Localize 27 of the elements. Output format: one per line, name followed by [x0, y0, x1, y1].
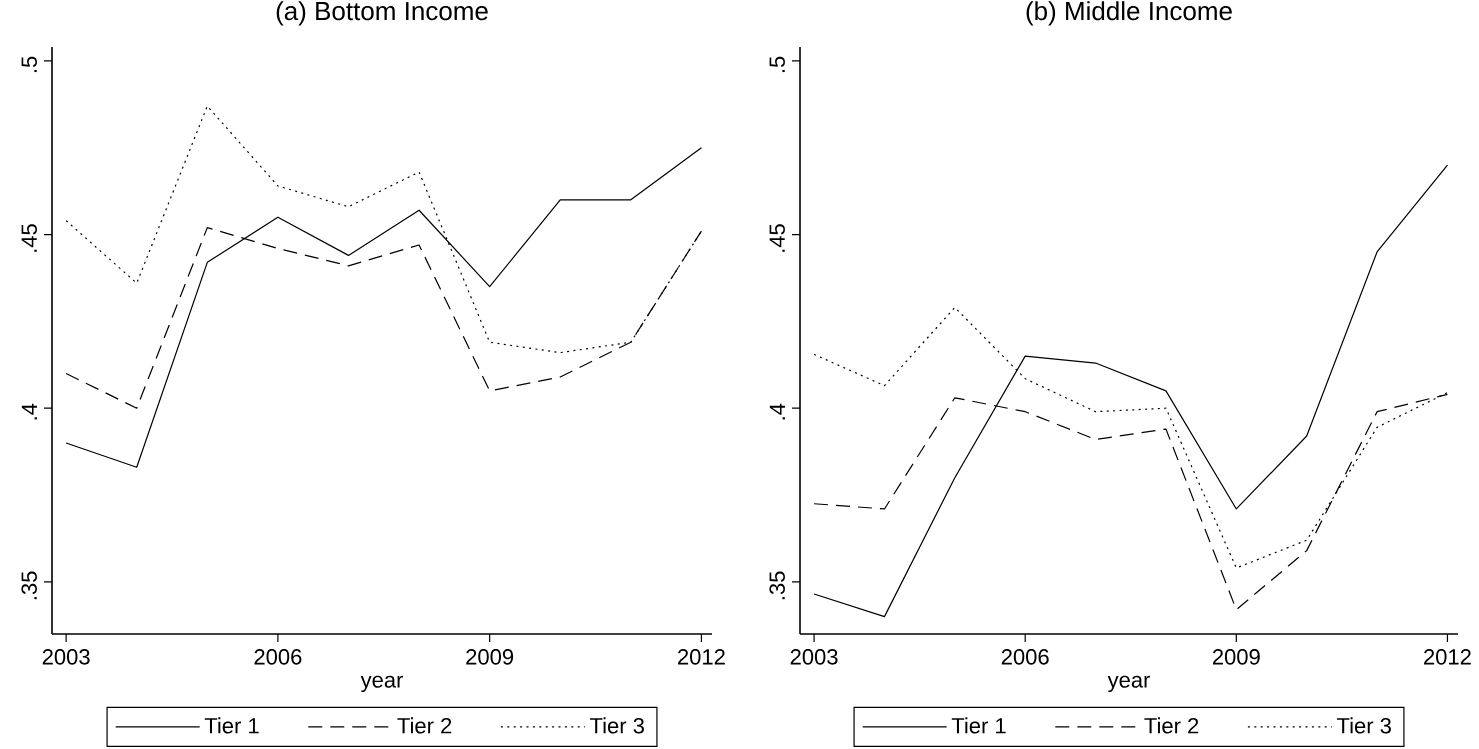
- x-tick-label: 2006: [1001, 649, 1049, 665]
- line-series: [813, 164, 1449, 618]
- y-tick-label: .4: [769, 403, 785, 420]
- legend-label: Tier 2: [1144, 717, 1199, 734]
- x-tick-label: 2003: [790, 649, 838, 665]
- y-tick-label: .45: [21, 224, 37, 252]
- x-axis-title: year: [360, 675, 404, 693]
- y-tick-label: .45: [769, 224, 785, 252]
- chart-title: (a) Bottom Income: [276, 1, 488, 26]
- legend-label: Tier 2: [397, 717, 452, 734]
- legend-label: Tier 3: [1337, 717, 1391, 734]
- chart-title: (b) Middle Income: [1026, 1, 1232, 26]
- x-tick-label: 2012: [1424, 649, 1471, 665]
- x-tick-label: 2009: [466, 649, 514, 665]
- y-tick-label: .5: [769, 56, 785, 73]
- y-tick-label: .5: [21, 56, 37, 73]
- legend-label: Tier 1: [951, 717, 1006, 734]
- x-axis-title: year: [1107, 675, 1151, 693]
- x-tick-label: 2003: [42, 649, 90, 665]
- y-tick-label: .35: [21, 571, 37, 600]
- x-tick-label: 2012: [678, 649, 725, 665]
- y-tick-label: .4: [21, 403, 37, 420]
- legend-label: Tier 3: [590, 717, 644, 734]
- y-tick-label: .35: [769, 571, 785, 600]
- x-tick-label: 2009: [1212, 649, 1260, 665]
- legend-label: Tier 1: [204, 717, 259, 734]
- x-tick-label: 2006: [254, 649, 302, 665]
